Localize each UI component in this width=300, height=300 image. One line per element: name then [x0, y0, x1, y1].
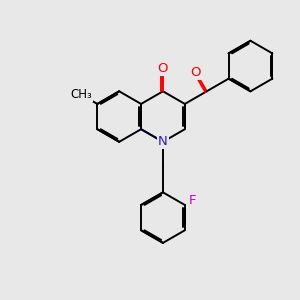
Text: CH₃: CH₃: [70, 88, 92, 101]
Text: O: O: [191, 66, 201, 79]
Text: F: F: [188, 194, 196, 207]
Text: O: O: [158, 62, 168, 75]
Text: N: N: [158, 135, 168, 148]
